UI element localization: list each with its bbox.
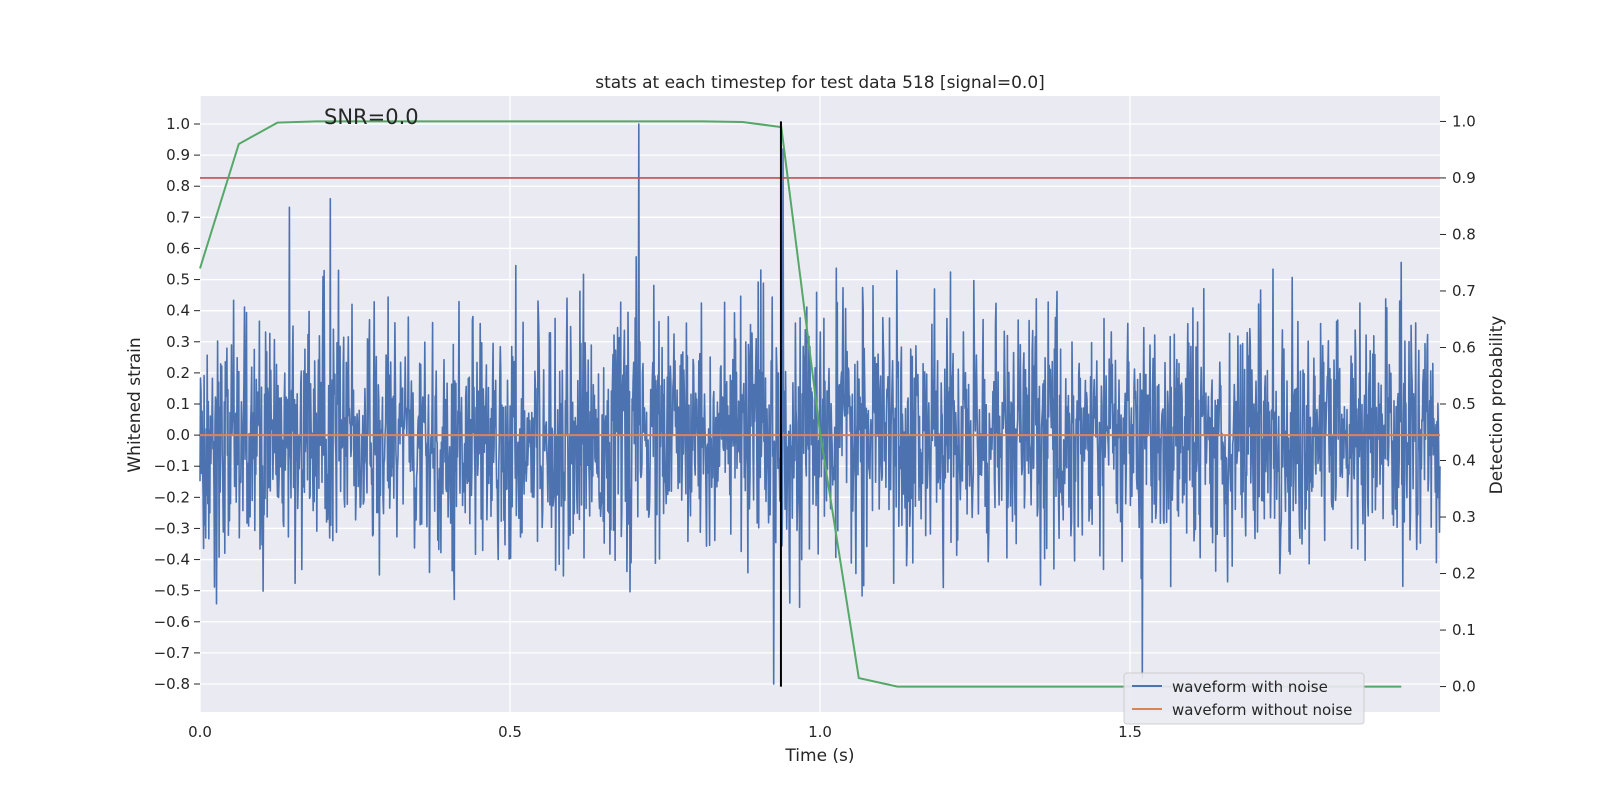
y-tick-label: 0.1 (166, 395, 190, 413)
x-tick-label: 1.5 (1118, 723, 1142, 741)
y-tick-label: 1.0 (166, 115, 190, 133)
x-axis-label: Time (s) (784, 746, 854, 766)
y-axis-label: Whitened strain (125, 337, 145, 472)
legend-label-clean: waveform without noise (1172, 701, 1352, 719)
legend: waveform with noise waveform without noi… (1123, 672, 1365, 725)
legend-box (1123, 672, 1365, 725)
y2-tick-label: 0.5 (1452, 395, 1476, 413)
y-tick-label: 0.6 (166, 239, 190, 257)
y-tick-label: −0.3 (154, 519, 190, 537)
y-tick-label: −0.4 (154, 551, 190, 569)
y-tick-label: −0.5 (154, 582, 190, 600)
y-tick-label: 0.0 (166, 426, 190, 444)
y2-tick-label: 1.0 (1452, 112, 1476, 130)
chart-title: stats at each timestep for test data 518… (595, 73, 1045, 93)
x-tick-label: 0.0 (188, 723, 212, 741)
x-tick-label: 1.0 (808, 723, 832, 741)
y-tick-label: 0.9 (166, 146, 190, 164)
y2-tick-label: 0.1 (1452, 621, 1476, 639)
y-tick-label: 0.3 (166, 333, 190, 351)
y-tick-label: 0.4 (166, 302, 190, 320)
y-tick-label: −0.1 (154, 457, 190, 475)
y2-tick-label: 0.4 (1452, 452, 1476, 470)
x-tick-label: 0.5 (498, 723, 522, 741)
y2-tick-label: 0.2 (1452, 565, 1476, 583)
y2-tick-label: 0.0 (1452, 678, 1476, 696)
y2-tick-label: 0.3 (1452, 508, 1476, 526)
y-tick-label: 0.5 (166, 271, 190, 289)
y-tick-label: −0.7 (154, 644, 190, 662)
y2-axis-label: Detection probability (1487, 316, 1507, 495)
plot-area (199, 120, 1441, 688)
y-tick-label: 0.8 (166, 177, 190, 195)
y2-tick-label: 0.7 (1452, 282, 1476, 300)
axes: −0.8 −0.7 −0.6 −0.5 −0.4 −0.3 −0.2 −0.1 0.0 0.1 0.… (154, 112, 1476, 741)
y-tick-label: −0.2 (154, 488, 190, 506)
y2-tick-label: 0.6 (1452, 338, 1476, 356)
y-tick-label: 0.7 (166, 208, 190, 226)
y-tick-label: −0.8 (154, 675, 190, 693)
legend-label-noise: waveform with noise (1172, 678, 1328, 696)
y-tick-label: 0.2 (166, 364, 190, 382)
y2-tick-label: 0.9 (1452, 169, 1476, 187)
y2-tick-label: 0.8 (1452, 225, 1476, 243)
snr-annotation: SNR=0.0 (324, 105, 419, 129)
y-tick-label: −0.6 (154, 613, 190, 631)
